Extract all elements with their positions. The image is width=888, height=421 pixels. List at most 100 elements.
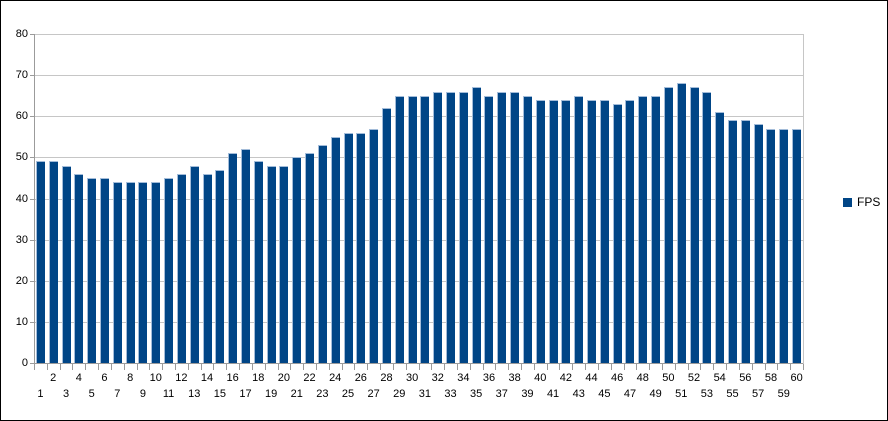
x-tick	[508, 364, 510, 370]
x-tick	[277, 364, 279, 370]
x-tick	[623, 364, 625, 370]
x-axis-label: 58	[764, 372, 778, 384]
bar	[766, 129, 776, 363]
y-axis-line	[34, 34, 35, 364]
bar	[446, 92, 456, 363]
legend[interactable]: FPS	[843, 196, 880, 209]
y-axis-label: 0	[21, 357, 28, 369]
x-axis-label: 45	[598, 388, 611, 400]
x-tick	[174, 364, 176, 370]
x-tick	[162, 364, 164, 370]
x-axis-label: 53	[700, 388, 713, 400]
x-tick	[239, 364, 241, 370]
bar	[587, 100, 597, 363]
x-axis-label: 16	[226, 372, 239, 384]
y-gridline	[34, 280, 803, 282]
y-gridline	[34, 34, 803, 35]
bar	[125, 182, 135, 363]
bar	[574, 96, 584, 363]
x-axis-label: 46	[611, 372, 624, 384]
bar	[87, 178, 97, 363]
x-tick	[354, 364, 356, 370]
x-axis-label: 24	[329, 372, 342, 384]
x-axis-label: 6	[101, 372, 108, 384]
x-axis-label: 30	[405, 372, 419, 384]
x-axis-label: 54	[713, 372, 726, 384]
bar	[792, 129, 802, 363]
x-tick	[315, 364, 317, 370]
x-axis-label: 11	[162, 388, 175, 400]
x-axis-label: 14	[200, 372, 214, 384]
bar	[535, 100, 545, 363]
x-tick	[713, 364, 715, 370]
x-axis-label: 37	[495, 388, 508, 400]
x-tick	[392, 364, 394, 370]
x-axis-label: 12	[175, 372, 188, 384]
x-tick	[85, 364, 87, 370]
bar	[740, 120, 750, 363]
bar	[48, 161, 58, 363]
x-tick	[431, 364, 433, 370]
x-tick	[572, 364, 574, 370]
bar	[381, 108, 391, 363]
x-tick	[777, 364, 779, 370]
x-tick	[34, 364, 35, 370]
x-axis-label: 20	[277, 372, 291, 384]
x-tick	[559, 364, 561, 370]
x-tick	[226, 364, 228, 370]
y-tick	[30, 239, 34, 241]
bar	[407, 96, 417, 363]
x-axis-label: 55	[726, 388, 739, 400]
x-tick	[380, 364, 382, 370]
bar	[61, 166, 71, 363]
y-tick	[30, 157, 34, 159]
x-axis-label: 47	[623, 388, 637, 400]
bar	[561, 100, 571, 363]
bar	[279, 166, 289, 363]
bar	[343, 133, 353, 363]
x-axis-label: 23	[316, 388, 329, 400]
x-tick	[610, 364, 612, 370]
bar	[420, 96, 430, 363]
x-tick	[764, 364, 766, 370]
bar	[317, 145, 327, 363]
y-axis-label: 10	[15, 315, 28, 328]
x-tick	[110, 364, 112, 370]
x-axis-label: 57	[752, 388, 765, 400]
x-tick	[46, 364, 48, 370]
x-tick	[328, 364, 330, 370]
x-tick	[341, 364, 343, 370]
x-tick	[636, 364, 638, 370]
y-tick	[30, 321, 34, 323]
bar	[689, 87, 699, 363]
bar	[112, 182, 122, 363]
x-tick	[98, 364, 100, 370]
x-axis-line	[34, 363, 804, 364]
bar	[215, 170, 225, 363]
x-tick	[482, 364, 484, 370]
x-axis-label: 28	[380, 372, 393, 384]
x-tick	[187, 364, 189, 370]
x-axis-label: 41	[546, 388, 560, 400]
y-tick	[30, 34, 34, 35]
bar	[394, 96, 404, 363]
x-tick	[790, 364, 792, 370]
x-axis-label: 60	[790, 372, 803, 384]
y-gridline	[34, 116, 803, 118]
x-axis-label: 31	[418, 388, 432, 400]
bar	[253, 161, 263, 363]
bar	[356, 133, 366, 363]
bar	[189, 166, 199, 363]
x-tick	[251, 364, 253, 370]
x-axis-label: 34	[457, 372, 470, 384]
x-tick	[149, 364, 151, 370]
x-tick	[662, 364, 664, 370]
legend-label: FPS	[857, 195, 881, 209]
x-axis-label: 27	[367, 388, 380, 400]
x-axis-label: 5	[88, 388, 95, 400]
y-axis-label: 50	[15, 151, 28, 164]
y-gridline	[34, 157, 803, 159]
x-axis-label: 35	[470, 388, 483, 400]
bar	[484, 96, 494, 363]
x-axis-label: 51	[675, 388, 688, 400]
